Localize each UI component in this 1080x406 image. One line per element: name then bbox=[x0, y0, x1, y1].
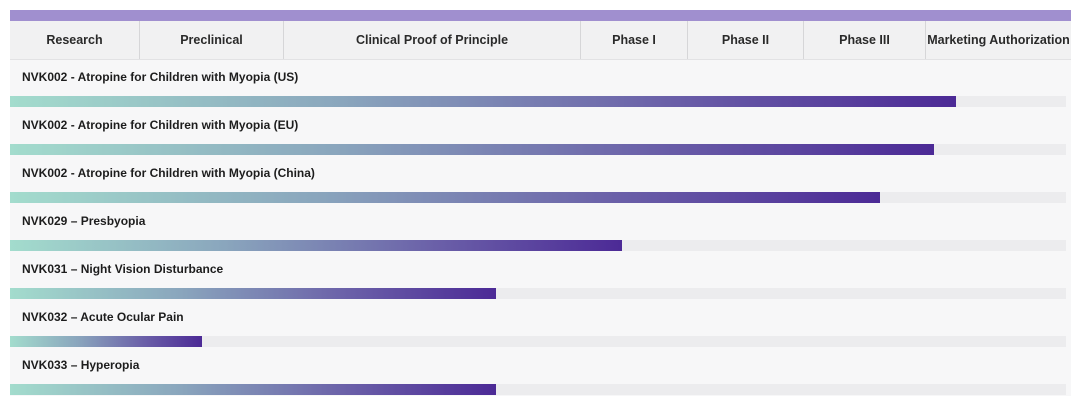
progress-bar bbox=[10, 288, 496, 299]
progress-bar bbox=[10, 384, 496, 395]
phase-header-cell: Phase I bbox=[581, 21, 688, 59]
program-label: NVK031 – Night Vision Disturbance bbox=[22, 262, 224, 276]
progress-track bbox=[10, 144, 1066, 155]
progress-bar bbox=[10, 96, 956, 107]
progress-track bbox=[10, 192, 1066, 203]
phase-header-cell: Phase III bbox=[804, 21, 926, 59]
phase-header-cell: Research bbox=[10, 21, 140, 59]
phase-header-cell: Marketing Authorization bbox=[927, 33, 1070, 47]
phase-header-cell: Phase II bbox=[688, 21, 804, 59]
program-label: NVK033 – Hyperopia bbox=[22, 358, 140, 372]
progress-bar bbox=[10, 336, 202, 347]
progress-bar bbox=[10, 144, 934, 155]
header-accent-bar bbox=[10, 10, 1071, 21]
phase-header: Research Preclinical Clinical Proof of Pri… bbox=[10, 21, 1071, 60]
progress-track bbox=[10, 288, 1066, 299]
phase-header-cell: Preclinical bbox=[140, 21, 284, 59]
progress-track bbox=[10, 240, 1066, 251]
progress-bar bbox=[10, 240, 622, 251]
program-label: NVK002 - Atropine for Children with Myop… bbox=[22, 70, 299, 84]
program-label: NVK002 - Atropine for Children with Myop… bbox=[22, 166, 315, 180]
program-label: NVK032 – Acute Ocular Pain bbox=[22, 310, 184, 324]
progress-track bbox=[10, 336, 1066, 347]
program-label: NVK029 – Presbyopia bbox=[22, 214, 146, 228]
progress-track bbox=[10, 96, 1066, 107]
program-label: NVK002 - Atropine for Children with Myop… bbox=[22, 118, 299, 132]
progress-track bbox=[10, 384, 1066, 395]
progress-bar bbox=[10, 192, 880, 203]
phase-header-cell: Clinical Proof of Principle bbox=[284, 21, 581, 59]
